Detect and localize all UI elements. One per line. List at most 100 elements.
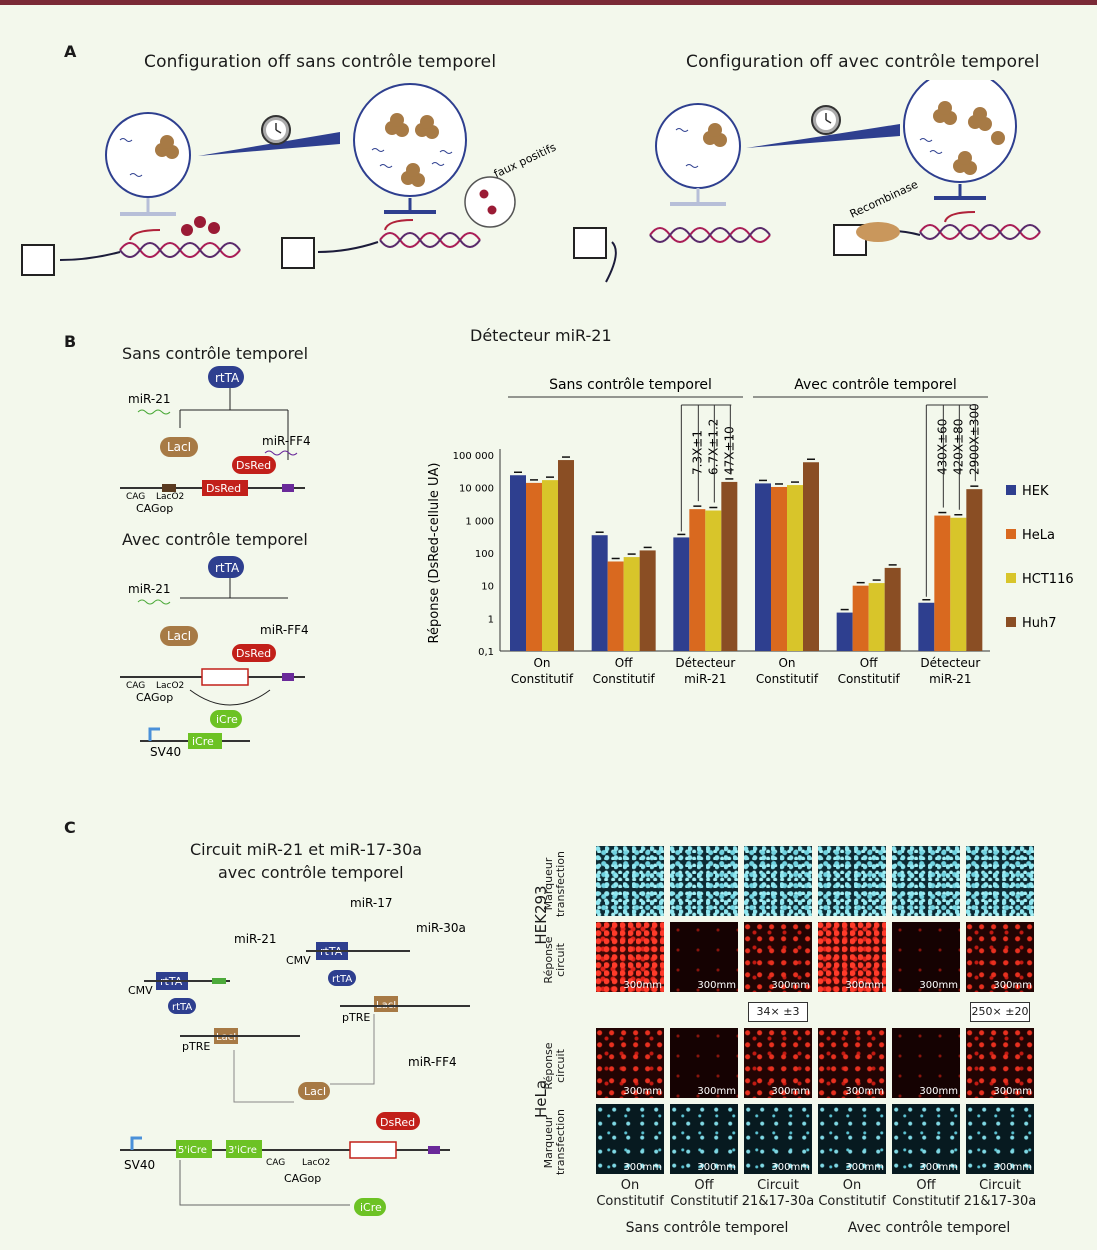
scale-bar-label: 300mm [697, 1086, 736, 1097]
bar [966, 489, 983, 651]
column-label: Off Constitutif [892, 1178, 960, 1209]
bar [689, 509, 706, 651]
x-tick-label: miR-21 [684, 672, 726, 686]
microscopy-grid: Marqueur transfection Réponse circuit 300m… [542, 846, 1042, 1236]
svg-text:CMV: CMV [286, 954, 311, 967]
micrograph-tile: 300mm [892, 1028, 960, 1098]
fold-annotation: 2900X±300 [967, 403, 981, 475]
x-tick-label: Détecteur [675, 656, 735, 670]
micrograph-tile: 300mm [744, 922, 812, 992]
svg-text:miR-21: miR-21 [234, 932, 276, 946]
row-label: Marqueur transfection [542, 850, 567, 918]
scale-bar-label: 300mm [919, 1162, 958, 1173]
bar [934, 515, 951, 651]
bar [510, 475, 526, 651]
svg-text:LacI: LacI [167, 629, 191, 643]
faux-positifs-label: faux positifs [492, 140, 559, 180]
bar [771, 486, 787, 651]
x-tick-label: Constitutif [593, 672, 656, 686]
y-tick-label: 10 [481, 582, 494, 593]
bar [705, 510, 722, 651]
faux-positifs-bubble [464, 176, 516, 228]
svg-text:LacO2: LacO2 [156, 681, 184, 691]
scale-bar-label: 300mm [919, 1086, 958, 1097]
scale-bar-label: 300mm [919, 980, 958, 991]
panel-c-circuit-diagram: miR-17 miR-30a miR-21 rtTA CMV rtTA LacI… [120, 896, 470, 1216]
column-label: On Constitutif [596, 1178, 664, 1209]
micrograph-tile: 300mm [744, 1104, 812, 1174]
y-tick-label: 0,1 [478, 647, 494, 658]
svg-text:LacO2: LacO2 [302, 1158, 330, 1168]
group-header: Sans contrôle temporel [549, 377, 712, 393]
column-label: On Constitutif [818, 1178, 886, 1209]
legend-label: HEK [1022, 484, 1049, 499]
dna-helix-1 [119, 242, 241, 258]
svg-text:LacI: LacI [167, 440, 191, 454]
y-tick-label: 1 [488, 614, 494, 625]
clock-icon-right [811, 105, 841, 135]
micrograph-tile: 300mm [670, 1104, 738, 1174]
micrograph-tile [744, 846, 812, 916]
svg-text:5'iCre: 5'iCre [178, 1145, 207, 1156]
x-tick-label: Constitutif [511, 672, 574, 686]
column-label: Circuit 21&17-30a [741, 1178, 815, 1209]
x-tick-label: On [778, 656, 795, 670]
dna-helix-4 [919, 224, 1041, 240]
fold-change-badge: 250× ±20 [970, 1002, 1030, 1022]
svg-text:DsRed: DsRed [236, 647, 271, 660]
response-bar-chart: Réponse (DsRed-cellule UA) 0,1 1 10 100 1 000… [427, 377, 1074, 686]
scale-bar-label: 300mm [993, 1162, 1032, 1173]
legend-swatch [1006, 529, 1016, 539]
micrograph-tile: 300mm [670, 1028, 738, 1098]
legend-label: HCT116 [1022, 572, 1074, 587]
bar [639, 550, 656, 651]
svg-text:CAGop: CAGop [284, 1172, 321, 1185]
micrograph-tile: 300mm [818, 1104, 886, 1174]
svg-text:miR-21: miR-21 [128, 392, 170, 406]
svg-text:CAG: CAG [126, 681, 145, 691]
micrograph-tile: 300mm [818, 922, 886, 992]
bar [721, 481, 738, 651]
svg-text:pTRE: pTRE [182, 1040, 210, 1053]
cell-circle-large-right [903, 80, 1017, 183]
svg-text:LacO2: LacO2 [156, 492, 184, 502]
bar [868, 583, 885, 651]
scale-bar-label: 300mm [845, 1162, 884, 1173]
scale-bar-label: 300mm [697, 1162, 736, 1173]
svg-text:miR-30a: miR-30a [416, 921, 466, 935]
micrograph-tile: 300mm [966, 1028, 1034, 1098]
scale-bar-label: 300mm [697, 980, 736, 991]
x-tick-label: Constitutif [838, 672, 901, 686]
cell-circle-small-right [655, 103, 741, 189]
svg-text:miR-FF4: miR-FF4 [408, 1055, 457, 1069]
legend-label: Huh7 [1022, 616, 1057, 631]
x-tick-label: Off [860, 656, 878, 670]
scale-bar-label: 300mm [623, 980, 662, 991]
panel-c-title-line2: avec contrôle temporel [218, 863, 404, 882]
scale-bar-label: 300mm [623, 1086, 662, 1097]
micrograph-tile: 300mm [892, 1104, 960, 1174]
legend-swatch [1006, 617, 1016, 627]
bar [918, 602, 935, 651]
dna-helix-2 [379, 232, 481, 248]
scale-bar-label: 300mm [771, 980, 810, 991]
panel-a-right-title: Configuration off avec contrôle temporel [686, 52, 1040, 72]
svg-text:CAGop: CAGop [136, 502, 173, 515]
svg-text:miR-FF4: miR-FF4 [262, 434, 311, 448]
svg-text:rtTA: rtTA [332, 974, 352, 985]
svg-text:DsRed: DsRed [380, 1116, 415, 1129]
column-group-label: Avec contrôle temporel [847, 1220, 1011, 1236]
svg-text:rtTA: rtTA [215, 561, 240, 575]
svg-text:CAGop: CAGop [136, 691, 173, 704]
row-label: Marqueur transfection [542, 1108, 567, 1176]
fold-annotation: 7.3X±1 [690, 430, 704, 475]
fold-annotation: 47X±10 [722, 426, 736, 475]
svg-text:CAG: CAG [126, 492, 145, 502]
svg-text:DsRed: DsRed [236, 459, 271, 472]
column-label: Circuit 21&17-30a [963, 1178, 1037, 1209]
scale-bar-label: 300mm [845, 1086, 884, 1097]
y-tick-label: 100 [475, 549, 494, 560]
svg-text:SV40: SV40 [124, 1158, 155, 1172]
column-group-label: Sans contrôle temporel [625, 1220, 789, 1236]
group-header: Avec contrôle temporel [794, 377, 957, 393]
